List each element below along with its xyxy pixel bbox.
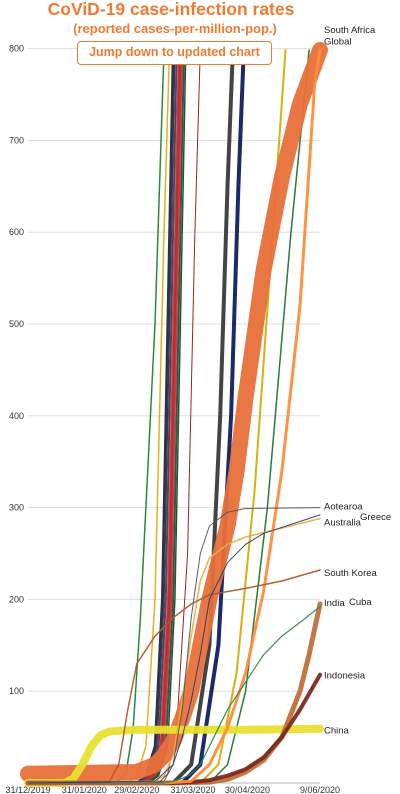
steep-series-line-1 (27, 49, 171, 784)
series-line-china (24, 724, 324, 787)
series-label-aotearoa: Aotearoa (324, 502, 363, 513)
series-label-india: India (324, 598, 345, 609)
x-tick-1: 31/01/2020 (62, 785, 107, 794)
named-series-lines (20, 42, 328, 787)
steep-series-line-12 (26, 48, 246, 785)
series-line-australia (27, 517, 321, 784)
series-label-greece: Greece (360, 512, 391, 523)
x-tick-2: 29/02/2020 (114, 785, 159, 794)
y-tick-500: 500 (9, 319, 24, 329)
x-tick-0: 31/12/2019 (5, 785, 50, 794)
series-line-aotearoa (27, 507, 321, 784)
x-tick-5: 9/06/2020 (300, 785, 340, 794)
steep-series-line-4 (27, 49, 178, 784)
series-label-cuba: Cuba (349, 597, 372, 608)
series-label-global: Global (324, 36, 351, 47)
y-tick-600: 600 (9, 227, 24, 237)
y-tick-labels: 100 200 300 400 500 600 700 800 (9, 44, 24, 697)
y-tick-400: 400 (9, 411, 24, 421)
series-label-south-korea: South Korea (324, 568, 378, 579)
jump-to-updated-chart-button[interactable]: Jump down to updated chart (77, 41, 272, 65)
chart-subtitle: (reported cases-per-million-pop.) (73, 21, 277, 36)
series-label-china: China (324, 726, 350, 737)
series-line-greece (27, 514, 321, 784)
chart-title: CoViD-19 case-infection rates (48, 0, 295, 19)
y-tick-300: 300 (9, 503, 24, 513)
series-label-australia: Australia (324, 517, 362, 528)
series-label-south-africa: South Africa (324, 25, 376, 36)
x-tick-4: 30/04/2020 (225, 785, 270, 794)
series-line-global (20, 42, 328, 782)
steep-series-line-5 (27, 49, 180, 784)
y-tick-100: 100 (9, 686, 24, 696)
steep-series-line-2 (26, 48, 175, 785)
series-label-indonesia: Indonesia (324, 671, 366, 682)
x-tick-labels: 31/12/2019 31/01/2020 29/02/2020 31/03/2020… (5, 785, 340, 794)
series-line-cuba (27, 606, 321, 784)
x-tick-3: 31/03/2020 (171, 785, 216, 794)
steep-series-lines (26, 48, 310, 785)
series-line-south-korea (27, 569, 321, 784)
y-tick-200: 200 (9, 594, 24, 604)
steep-series-line-3 (27, 49, 176, 784)
y-tick-700: 700 (9, 135, 24, 145)
y-tick-800: 800 (9, 44, 24, 54)
steep-series-line-0 (27, 49, 165, 784)
